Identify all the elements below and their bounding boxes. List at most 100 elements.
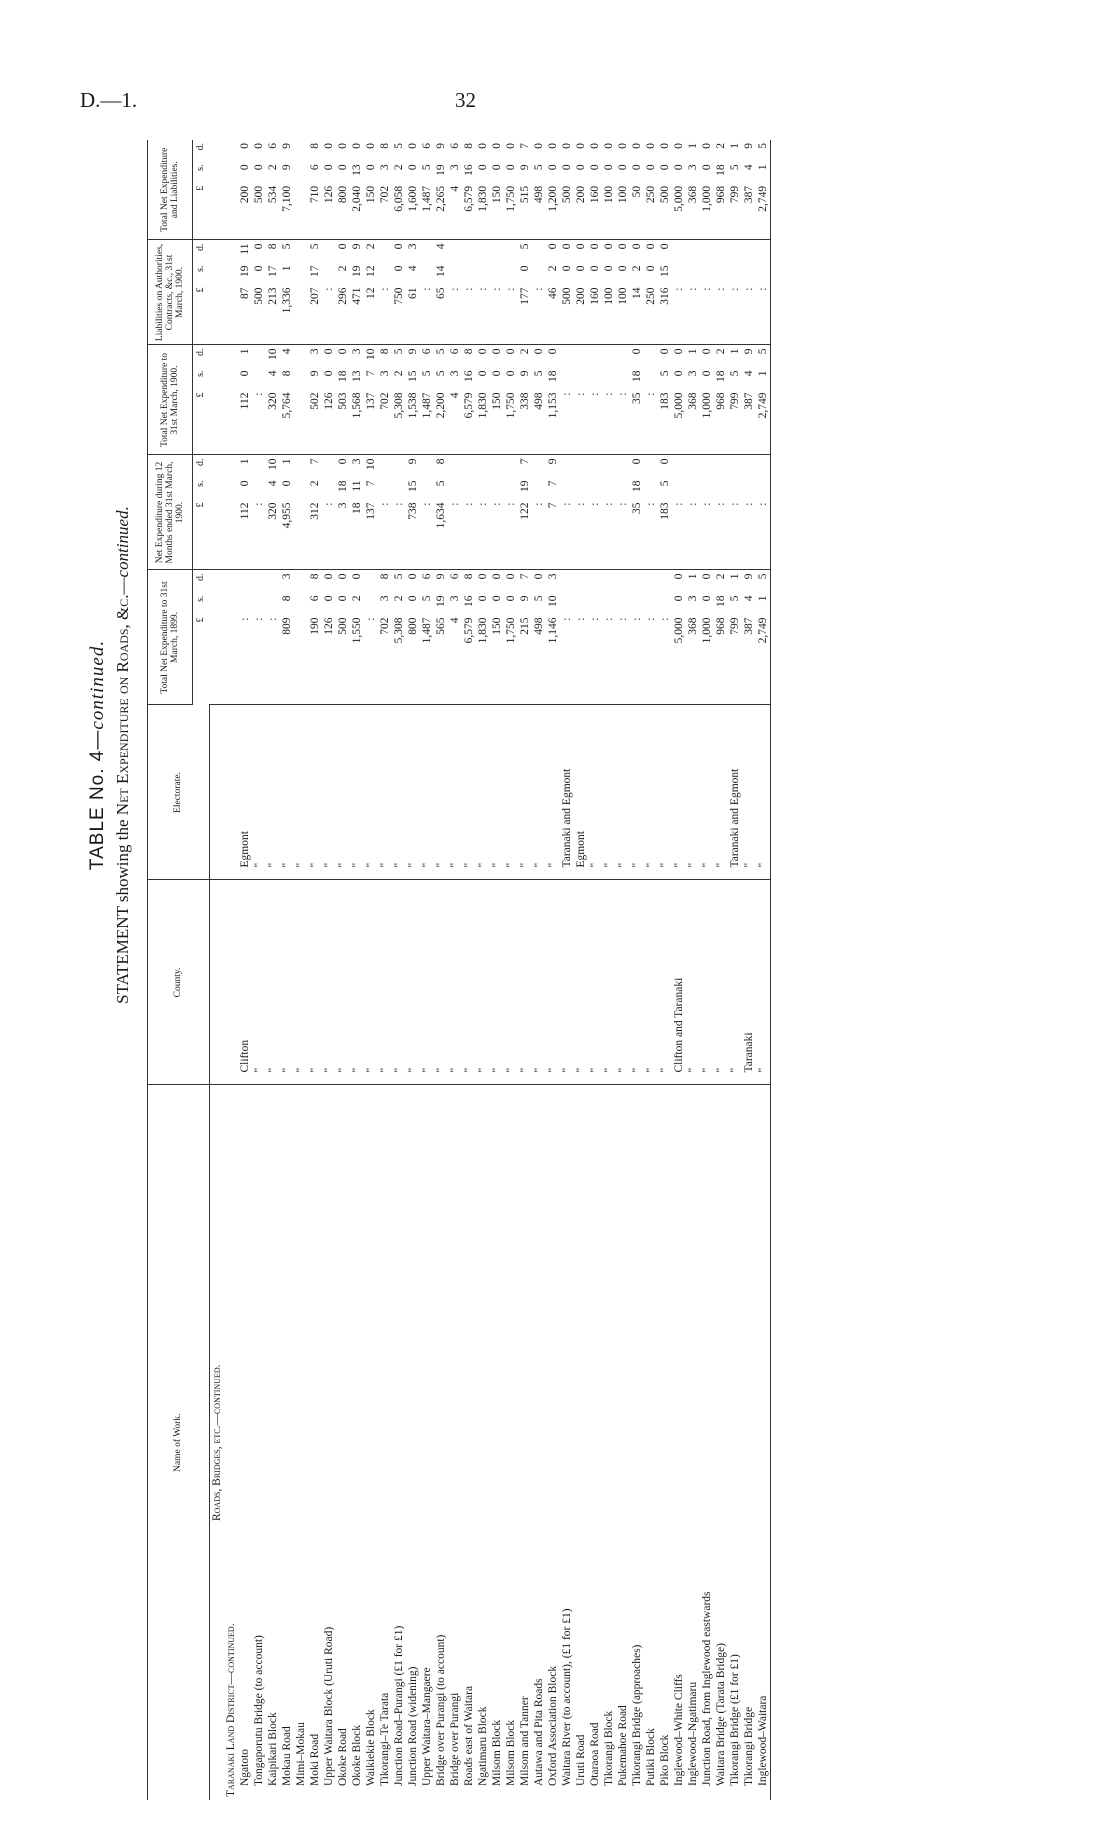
pounds: 137 [364,392,377,410]
pence: 10 [266,458,279,471]
shillings: 5 [434,370,447,377]
county-cell-text: " [532,1067,545,1073]
section-heading: Roads, Bridges, etc.—continued. [210,1364,223,1522]
shillings: 0 [322,370,335,377]
county-cell-text: " [434,1067,447,1073]
county-cell-text: " [616,1067,629,1073]
nil-mark: : [588,392,601,396]
shillings: 0 [336,164,349,171]
county-cell: " [349,880,364,1085]
shillings: 9 [518,370,531,377]
electorate-cell-text: " [490,862,503,868]
electorate-cell-text: " [364,862,377,868]
amount-p12m: 35 18 0 [629,455,644,570]
amount-liab: : [755,240,770,345]
shillings: 7 [546,480,559,487]
amount-liab: 316 15 0 [657,240,672,345]
pounds: 1,600 [406,185,419,212]
electorate-cell: " [587,705,602,880]
amount-p1899: : [587,570,602,705]
pounds: 207 [308,287,321,305]
amount-liab: : [377,240,392,345]
county-cell-text: " [280,1067,293,1073]
nil-mark: : [532,502,545,506]
electorate-cell: " [601,705,616,880]
county-cell: " [293,880,308,1085]
pounds: 2,749 [756,185,769,212]
shillings: 5 [658,480,671,487]
amount-liab: 1,336 1 5 [279,240,294,345]
nil-mark: : [238,617,251,621]
pence: 3 [350,458,363,465]
electorate-cell: " [643,705,658,880]
amount-p12m: : [671,455,686,570]
county-cell: " [447,880,462,1085]
shillings: 9 [280,164,293,171]
pence: 0 [574,143,587,149]
amount-p12m: : [699,455,714,570]
pence: 1 [238,348,251,355]
pounds: 1,153 [546,392,559,419]
county-cell-text: " [588,1067,601,1073]
electorate-cell-text: Egmont [574,831,587,868]
amount-liab: 750 0 0 [391,240,406,345]
amount-p1900: 387 4 9 [741,345,756,455]
shillings: 1 [756,164,769,171]
electorate-cell-text: " [602,862,615,868]
electorate-cell-text: Egmont [238,831,251,868]
shillings: 16 [462,595,475,608]
pence: 0 [630,143,643,149]
county-cell: " [713,880,728,1085]
shillings: 2 [392,595,405,602]
nil-mark: : [742,287,755,291]
rotated-table-page: TABLE No. 4—continued. STATEMENT showing… [85,140,790,1800]
nil-mark: : [476,502,489,506]
pence: 0 [658,458,671,465]
amount-liab: 471 19 9 [349,240,364,345]
shillings: 16 [462,164,475,176]
amount-liab: 207 17 5 [307,240,322,345]
pence: 0 [602,243,615,250]
amount-total: 500 0 0 [559,140,574,240]
shillings: 0 [588,164,601,171]
shillings: 0 [700,164,713,171]
pence: 8 [308,573,321,580]
nil-mark: : [490,502,503,506]
pence: 9 [406,348,419,355]
shillings: 17 [308,265,321,278]
amount-p1899 [293,570,308,705]
work-name-text: Waikiekie Block [364,1709,377,1786]
table-row: Waitara Bridge (Tarata Bridge) " " 968 18 2: 9… [713,140,728,1800]
table-row: Inglewood–Ngatimaru " " 368 3 1: 368 3 1: 368 3 1 [685,140,700,1800]
county-cell-text: " [448,1067,461,1073]
shillings: 0 [504,595,517,602]
amount-p12m: : [391,455,406,570]
pence: 0 [644,243,657,250]
amount-p12m: 320 4 10 [265,455,280,570]
amount-total: 1,750 0 0 [503,140,518,240]
pounds: 65 [434,287,447,300]
electorate-cell: " [503,705,518,880]
electorate-cell-text: " [504,862,517,868]
work-name-text: Uruti Road [574,1734,587,1786]
statement-main: Net Expenditure on Roads, &c.— [113,577,132,816]
shillings: 5 [420,370,433,377]
pence: 0 [658,348,671,355]
electorate-cell: " [377,705,392,880]
amount-p1900 [293,345,308,455]
amount-total: 6,058 2 5 [391,140,406,240]
electorate-cell-text: " [280,862,293,868]
amount-p12m [293,455,308,570]
electorate-cell-text: " [392,862,405,868]
amount-p12m: 183 5 0 [657,455,672,570]
pounds: 1,568 [350,392,363,419]
amount-p12m: : [531,455,546,570]
nil-mark: : [462,502,475,506]
amount-total: 702 3 8 [377,140,392,240]
table-row: Tikorangi Block " ":::100 0 0 100 0 0 [601,140,616,1800]
amount-p1900: 338 9 2 [517,345,532,455]
electorate-cell-text: " [672,862,685,868]
work-name: Bridge over Purangi [448,1085,462,1800]
pounds: 387 [742,185,755,204]
units-total: £ s. d. [192,140,209,240]
